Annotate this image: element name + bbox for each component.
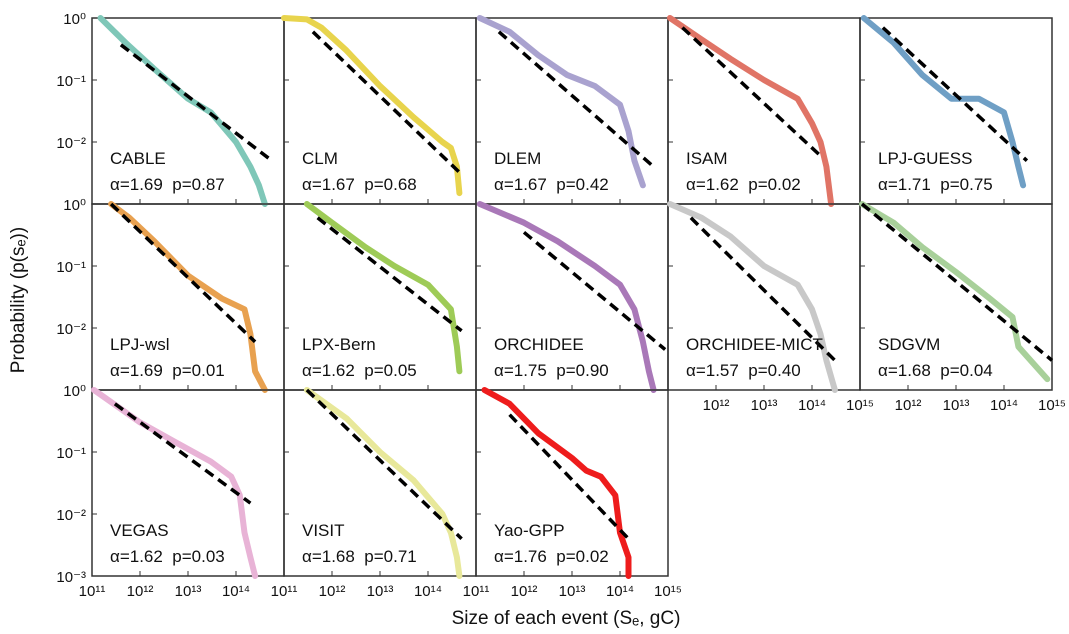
fit-line	[860, 202, 1054, 362]
x-tick-label: 10¹³	[751, 397, 778, 414]
x-tick-label: 10¹²	[319, 583, 346, 600]
panel-annotation: α=1.62 p=0.03	[110, 547, 225, 566]
panel-annotation: α=1.67 p=0.68	[302, 175, 417, 194]
data-line	[108, 201, 268, 393]
data-line	[303, 201, 463, 375]
panel-title: LPX-Bern	[302, 335, 376, 354]
fit-line	[305, 388, 463, 540]
panel-annotation: α=1.57 p=0.40	[686, 361, 801, 380]
fit-line	[316, 216, 463, 333]
y-axis-label: Probability (p(sₑ))	[8, 227, 29, 373]
panel-title: ISAM	[686, 149, 728, 168]
fit-line	[311, 30, 463, 176]
panel-title: CLM	[302, 149, 338, 168]
panel-annotation: α=1.69 p=0.87	[110, 175, 225, 194]
fit-line	[508, 413, 630, 540]
x-tick-label: 10¹⁴	[222, 583, 250, 600]
x-tick-label: 10¹⁵	[1038, 397, 1066, 414]
x-tick-label: 10¹⁴	[990, 397, 1018, 414]
x-tick-label: 10¹⁵	[654, 583, 682, 600]
y-tick-label: 10⁻¹	[56, 259, 86, 276]
panel-annotation: α=1.67 p=0.42	[494, 175, 609, 194]
panel-annotation: α=1.69 p=0.01	[110, 361, 225, 380]
x-tick-label: 10¹¹	[463, 583, 490, 600]
panel-title: LPJ-wsl	[110, 335, 170, 354]
y-tick-label: 10⁻¹	[56, 73, 86, 90]
data-line	[859, 201, 1051, 383]
data-line	[476, 15, 646, 189]
panel-annotation: α=1.71 p=0.75	[878, 175, 993, 194]
x-tick-label: 10¹²	[703, 397, 730, 414]
x-tick-label: 10¹³	[175, 583, 202, 600]
data-line	[91, 387, 259, 579]
panel-title: VEGAS	[110, 521, 169, 540]
x-tick-label: 10¹²	[127, 583, 154, 600]
x-tick-label: 10¹⁵	[846, 397, 874, 414]
x-tick-label: 10¹³	[367, 583, 394, 600]
panel-annotation: α=1.62 p=0.05	[302, 361, 417, 380]
panel-annotation: α=1.68 p=0.71	[302, 547, 417, 566]
x-axis-label: Size of each event (Sₑ, gC)	[452, 608, 681, 629]
x-tick-label: 10¹⁴	[414, 583, 442, 600]
panel-title: LPJ-GUESS	[878, 149, 972, 168]
x-tick-label: 10¹²	[895, 397, 922, 414]
panel-title: DLEM	[494, 149, 541, 168]
fit-line	[113, 402, 252, 505]
panel-annotation: α=1.62 p=0.02	[686, 175, 801, 194]
data-line	[476, 201, 657, 393]
y-tick-label: 10⁻²	[56, 507, 86, 524]
x-tick-label: 10¹³	[559, 583, 586, 600]
panel-title: VISIT	[302, 521, 345, 540]
y-tick-label: 10⁻¹	[56, 445, 86, 462]
panel-title: Yao-GPP	[494, 521, 565, 540]
y-tick-label: 10⁰	[63, 383, 86, 400]
data-line	[303, 387, 463, 579]
panel-annotation: α=1.68 p=0.04	[878, 361, 993, 380]
panel-title: SDGVM	[878, 335, 940, 354]
x-tick-label: 10¹⁴	[606, 583, 634, 600]
x-tick-label: 10¹¹	[79, 583, 106, 600]
panel-title: ORCHIDEE-MICT	[686, 335, 823, 354]
y-tick-label: 10⁰	[63, 197, 86, 214]
fit-line	[109, 202, 257, 344]
data-line	[281, 15, 463, 197]
x-tick-label: 10¹²	[511, 583, 538, 600]
y-tick-label: 10⁻³	[56, 569, 86, 586]
fit-line	[522, 230, 667, 351]
data-line	[667, 15, 835, 207]
fit-line	[881, 26, 1029, 162]
fit-line	[681, 26, 822, 158]
x-tick-label: 10¹³	[943, 397, 970, 414]
panel-title: CABLE	[110, 149, 166, 168]
fit-line	[689, 216, 837, 362]
y-tick-label: 10⁻²	[56, 135, 86, 152]
panel-annotation: α=1.76 p=0.02	[494, 547, 609, 566]
x-tick-label: 10¹¹	[271, 583, 298, 600]
panel-annotation: α=1.75 p=0.90	[494, 361, 609, 380]
data-line	[860, 15, 1027, 189]
panel-title: ORCHIDEE	[494, 335, 584, 354]
x-tick-label: 10¹⁴	[798, 397, 826, 414]
data-line	[667, 201, 838, 393]
data-line	[481, 387, 632, 579]
y-tick-label: 10⁰	[63, 11, 86, 28]
fit-line	[497, 30, 655, 169]
y-tick-label: 10⁻²	[56, 321, 86, 338]
